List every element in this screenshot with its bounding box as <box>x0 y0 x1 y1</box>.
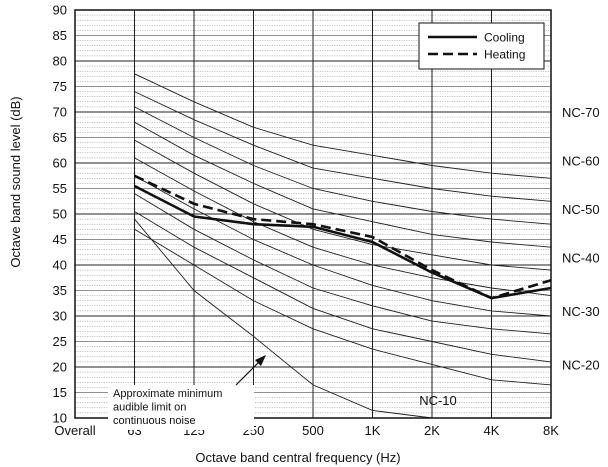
nc-curve <box>134 139 552 271</box>
y-tick-label: 35 <box>53 283 67 298</box>
nc-10-label: NC-10 <box>419 393 457 408</box>
x-axis-label: Octave band central frequency (Hz) <box>195 450 400 465</box>
y-tick-label: 65 <box>53 130 67 145</box>
x-tick-label: Overall <box>54 423 95 438</box>
nc-label: NC-40 <box>562 250 600 265</box>
y-tick-label: 50 <box>53 207 67 222</box>
x-tick-label: 8K <box>543 423 559 438</box>
annotation-arrow-shaft <box>235 358 263 386</box>
nc-curve <box>134 228 552 386</box>
annotation-text: Approximate minimum <box>113 388 222 400</box>
annotation-text: continuous noise <box>113 415 196 427</box>
nc-label: NC-50 <box>562 202 600 217</box>
legend-label-heating: Heating <box>484 48 525 62</box>
y-tick-label: 30 <box>53 309 67 324</box>
legend-label-cooling: Cooling <box>484 31 525 45</box>
nc-curve <box>134 91 552 202</box>
nc-curves <box>134 73 552 419</box>
x-tick-label: 1K <box>365 423 381 438</box>
nc-curve <box>134 218 433 419</box>
y-tick-label: 10 <box>53 411 67 426</box>
y-tick-label: 40 <box>53 258 67 273</box>
x-tick-label: 500 <box>302 423 324 438</box>
nc-curve <box>134 121 552 248</box>
nc-label: NC-70 <box>562 105 600 120</box>
nc-curve <box>134 211 552 363</box>
x-tick-label: 4K <box>484 423 500 438</box>
x-tick-label: 2K <box>424 423 440 438</box>
y-tick-label: 60 <box>53 156 67 171</box>
y-tick-label: 90 <box>53 3 67 18</box>
y-tick-label: 75 <box>53 79 67 94</box>
annotation-text: audible limit on <box>113 402 186 414</box>
x-axis-ticks: Overall 63 125 250 500 1K 2K 4K 8K <box>54 423 559 438</box>
legend-box <box>418 22 545 70</box>
y-tick-label: 70 <box>53 105 67 120</box>
y-tick-label: 15 <box>53 385 67 400</box>
y-tick-label: 25 <box>53 334 67 349</box>
y-tick-label: 45 <box>53 232 67 247</box>
y-axis-ticks: 10 15 20 25 30 35 40 45 50 55 60 65 70 75 80 85 90 <box>53 3 67 426</box>
nc-curve <box>134 106 552 225</box>
nc-curve <box>134 73 552 179</box>
series-line-cooling <box>133 184 552 300</box>
data-series <box>133 174 552 300</box>
legend: Cooling Heating <box>418 22 545 70</box>
series-line-heating <box>133 174 552 300</box>
y-tick-label: 20 <box>53 360 67 375</box>
nc-rating-labels: NC-70 NC-60 NC-50 NC-40 NC-30 NC-20 NC-10 <box>419 105 599 408</box>
plot-frame <box>74 9 552 419</box>
y-axis-label: Octave band sound level (dB) <box>8 96 23 267</box>
nc-label: NC-60 <box>562 153 600 168</box>
annotation-box <box>108 385 254 430</box>
nc-curve <box>134 193 552 335</box>
major-gridlines <box>74 9 552 419</box>
nc-label: NC-30 <box>562 304 600 319</box>
y-tick-label: 80 <box>53 54 67 69</box>
y-tick-label: 85 <box>53 28 67 43</box>
nc-curve <box>134 175 552 317</box>
annotation-arrow-head <box>255 355 266 366</box>
nc-label: NC-20 <box>562 357 600 372</box>
audible-limit-annotation: Approximate minimum audible limit onconti… <box>108 355 266 430</box>
y-tick-label: 55 <box>53 181 67 196</box>
nc-curve <box>134 157 552 297</box>
